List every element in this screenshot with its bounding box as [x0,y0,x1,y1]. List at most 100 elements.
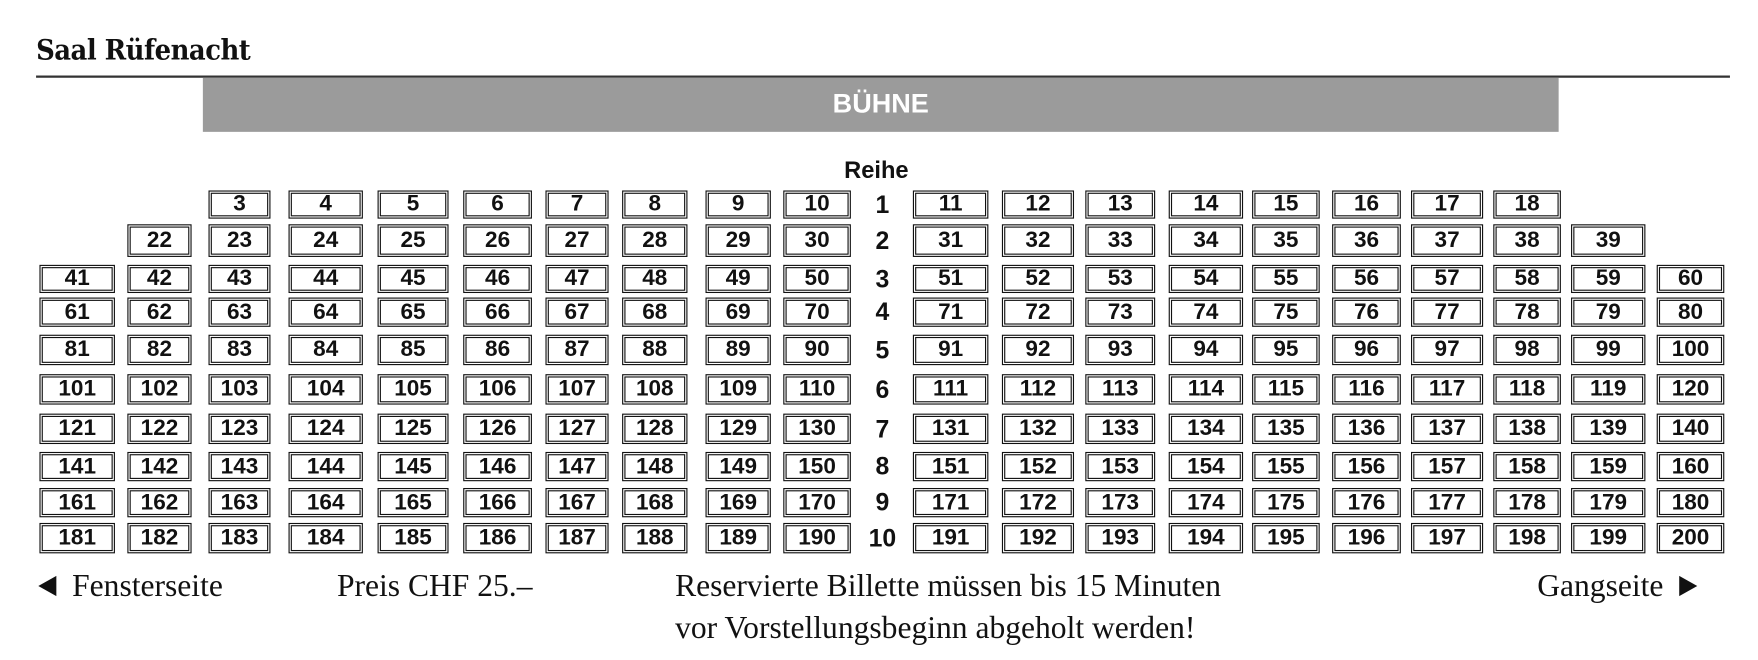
seat-164[interactable]: 164 [288,487,363,518]
seat-70[interactable]: 70 [783,297,851,327]
seat-151[interactable]: 151 [912,451,989,482]
seat-66[interactable]: 66 [463,297,532,327]
seat-16[interactable]: 16 [1332,190,1401,219]
seat-62[interactable]: 62 [127,297,192,327]
seat-31[interactable]: 31 [912,224,989,257]
seat-79[interactable]: 79 [1571,297,1646,327]
seat-42[interactable]: 42 [127,264,192,294]
seat-139[interactable]: 139 [1571,413,1646,445]
seat-199[interactable]: 199 [1571,522,1646,554]
seat-111[interactable]: 111 [912,374,989,405]
seat-180[interactable]: 180 [1656,487,1725,518]
seat-89[interactable]: 89 [705,334,771,366]
seat-69[interactable]: 69 [705,297,771,327]
seat-133[interactable]: 133 [1085,413,1156,445]
seat-82[interactable]: 82 [127,334,192,366]
seat-36[interactable]: 36 [1332,224,1401,257]
seat-98[interactable]: 98 [1493,334,1561,366]
seat-149[interactable]: 149 [705,451,771,482]
seat-44[interactable]: 44 [288,264,363,294]
seat-7[interactable]: 7 [545,190,609,219]
seat-113[interactable]: 113 [1085,374,1156,405]
seat-178[interactable]: 178 [1493,487,1561,518]
seat-150[interactable]: 150 [783,451,851,482]
seat-158[interactable]: 158 [1493,451,1561,482]
seat-112[interactable]: 112 [1001,374,1075,405]
seat-67[interactable]: 67 [545,297,609,327]
seat-129[interactable]: 129 [705,413,771,445]
seat-9[interactable]: 9 [705,190,771,219]
seat-115[interactable]: 115 [1252,374,1320,405]
seat-87[interactable]: 87 [545,334,609,366]
seat-175[interactable]: 175 [1252,487,1320,518]
seat-25[interactable]: 25 [377,224,449,257]
seat-122[interactable]: 122 [127,413,192,445]
seat-184[interactable]: 184 [288,522,363,554]
seat-38[interactable]: 38 [1493,224,1561,257]
seat-187[interactable]: 187 [545,522,609,554]
seat-92[interactable]: 92 [1001,334,1075,366]
seat-198[interactable]: 198 [1493,522,1561,554]
seat-160[interactable]: 160 [1656,451,1725,482]
seat-35[interactable]: 35 [1252,224,1320,257]
seat-153[interactable]: 153 [1085,451,1156,482]
seat-146[interactable]: 146 [463,451,532,482]
seat-185[interactable]: 185 [377,522,449,554]
seat-190[interactable]: 190 [783,522,851,554]
seat-90[interactable]: 90 [783,334,851,366]
seat-65[interactable]: 65 [377,297,449,327]
seat-134[interactable]: 134 [1168,413,1244,445]
seat-50[interactable]: 50 [783,264,851,294]
seat-3[interactable]: 3 [208,190,271,219]
seat-71[interactable]: 71 [912,297,989,327]
seat-181[interactable]: 181 [39,522,115,554]
seat-169[interactable]: 169 [705,487,771,518]
seat-120[interactable]: 120 [1656,374,1725,405]
seat-96[interactable]: 96 [1332,334,1401,366]
seat-17[interactable]: 17 [1411,190,1484,219]
seat-167[interactable]: 167 [545,487,609,518]
seat-54[interactable]: 54 [1168,264,1244,294]
seat-192[interactable]: 192 [1001,522,1075,554]
seat-101[interactable]: 101 [39,374,115,405]
seat-132[interactable]: 132 [1001,413,1075,445]
seat-13[interactable]: 13 [1085,190,1156,219]
seat-75[interactable]: 75 [1252,297,1320,327]
seat-188[interactable]: 188 [622,522,688,554]
seat-43[interactable]: 43 [208,264,271,294]
seat-152[interactable]: 152 [1001,451,1075,482]
seat-136[interactable]: 136 [1332,413,1401,445]
seat-172[interactable]: 172 [1001,487,1075,518]
seat-131[interactable]: 131 [912,413,989,445]
seat-105[interactable]: 105 [377,374,449,405]
seat-197[interactable]: 197 [1411,522,1484,554]
seat-11[interactable]: 11 [912,190,989,219]
seat-119[interactable]: 119 [1571,374,1646,405]
seat-177[interactable]: 177 [1411,487,1484,518]
seat-48[interactable]: 48 [622,264,688,294]
seat-159[interactable]: 159 [1571,451,1646,482]
seat-80[interactable]: 80 [1656,297,1725,327]
seat-182[interactable]: 182 [127,522,192,554]
seat-26[interactable]: 26 [463,224,532,257]
seat-34[interactable]: 34 [1168,224,1244,257]
seat-162[interactable]: 162 [127,487,192,518]
seat-173[interactable]: 173 [1085,487,1156,518]
seat-140[interactable]: 140 [1656,413,1725,445]
seat-157[interactable]: 157 [1411,451,1484,482]
seat-143[interactable]: 143 [208,451,271,482]
seat-128[interactable]: 128 [622,413,688,445]
seat-196[interactable]: 196 [1332,522,1401,554]
seat-137[interactable]: 137 [1411,413,1484,445]
seat-29[interactable]: 29 [705,224,771,257]
seat-193[interactable]: 193 [1085,522,1156,554]
seat-123[interactable]: 123 [208,413,271,445]
seat-51[interactable]: 51 [912,264,989,294]
seat-76[interactable]: 76 [1332,297,1401,327]
seat-64[interactable]: 64 [288,297,363,327]
seat-24[interactable]: 24 [288,224,363,257]
seat-99[interactable]: 99 [1571,334,1646,366]
seat-154[interactable]: 154 [1168,451,1244,482]
seat-174[interactable]: 174 [1168,487,1244,518]
seat-125[interactable]: 125 [377,413,449,445]
